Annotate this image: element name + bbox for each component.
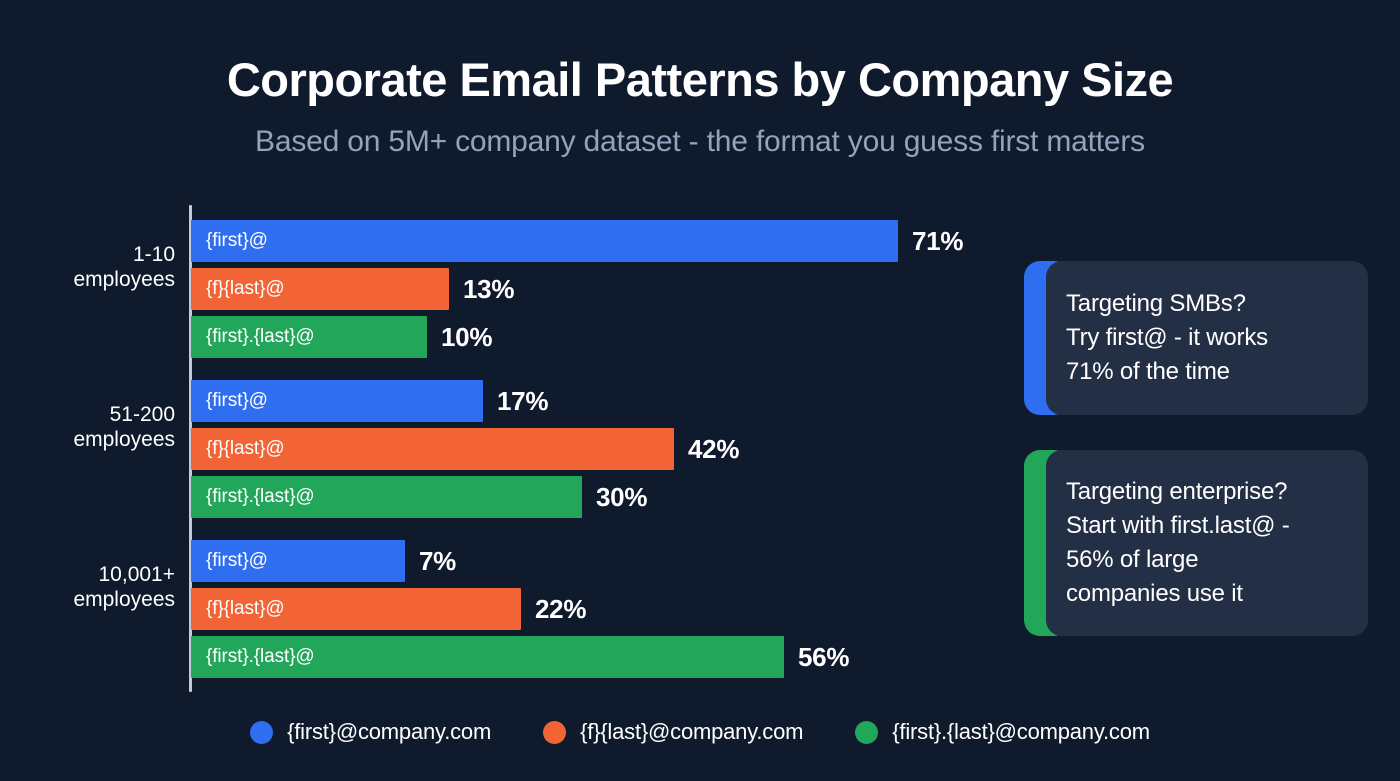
callout-card: Targeting enterprise? Start with first.l… bbox=[1024, 450, 1368, 636]
legend-item[interactable]: {first}.{last}@company.com bbox=[855, 719, 1150, 745]
y-axis-line bbox=[189, 205, 192, 692]
legend-label: {f}{last}@company.com bbox=[580, 719, 804, 744]
bar-value-label: 7% bbox=[419, 545, 456, 576]
chart-legend: {first}@company.com {f}{last}@company.com… bbox=[0, 719, 1400, 745]
legend-swatch-icon bbox=[250, 720, 274, 744]
category-label: 1-10 employees bbox=[73, 243, 175, 291]
bar-inline-label: {first}.{last}@ bbox=[206, 646, 315, 667]
legend-swatch-icon bbox=[543, 720, 567, 744]
bar-inline-label: {first}.{last}@ bbox=[206, 326, 315, 347]
callout-text: Targeting enterprise? Start with first.l… bbox=[1066, 478, 1290, 607]
bar[interactable]: {first}@ bbox=[191, 540, 405, 582]
bar-value-label: 13% bbox=[463, 273, 515, 304]
bar[interactable]: {first}.{last}@ bbox=[191, 316, 427, 358]
bar-row: {f}{last}@ 22% bbox=[191, 588, 1291, 630]
bar-inline-label: {first}@ bbox=[206, 230, 268, 251]
bar[interactable]: {f}{last}@ bbox=[191, 268, 449, 310]
bar[interactable]: {first}@ bbox=[191, 380, 483, 422]
bar-row: {first}.{last}@ 30% bbox=[191, 476, 1291, 518]
bar-row: {first}@ 71% bbox=[191, 220, 1291, 262]
bar-row: {first}.{last}@ 10% bbox=[191, 316, 1291, 358]
bar-value-label: 71% bbox=[912, 225, 964, 256]
callout-body: Targeting SMBs? Try first@ - it works 71… bbox=[1046, 261, 1368, 415]
bar-row: {first}@ 7% bbox=[191, 540, 1291, 582]
callout-text: Targeting SMBs? Try first@ - it works 71… bbox=[1066, 290, 1268, 385]
bar[interactable]: {f}{last}@ bbox=[191, 428, 674, 470]
bar-row: {first}@ 17% bbox=[191, 380, 1291, 422]
category-label: 10,001+ employees bbox=[73, 563, 175, 611]
chart-subtitle: Based on 5M+ company dataset - the forma… bbox=[255, 125, 1145, 158]
bar-inline-label: {first}.{last}@ bbox=[206, 486, 315, 507]
legend-item[interactable]: {f}{last}@company.com bbox=[543, 719, 803, 745]
bar-row: {f}{last}@ 42% bbox=[191, 428, 1291, 470]
bar-value-label: 17% bbox=[497, 385, 549, 416]
bar-inline-label: {f}{last}@ bbox=[206, 438, 285, 459]
bar-value-label: 22% bbox=[535, 593, 587, 624]
callout-body: Targeting enterprise? Start with first.l… bbox=[1046, 450, 1368, 636]
bar[interactable]: {first}@ bbox=[191, 220, 898, 262]
legend-label: {first}@company.com bbox=[287, 719, 492, 744]
bar-value-label: 30% bbox=[596, 481, 648, 512]
bar[interactable]: {first}.{last}@ bbox=[191, 476, 582, 518]
bar-inline-label: {f}{last}@ bbox=[206, 598, 285, 619]
bar-value-label: 42% bbox=[688, 433, 740, 464]
chart-title: Corporate Email Patterns by Company Size bbox=[226, 53, 1174, 106]
bar-value-label: 56% bbox=[798, 641, 850, 672]
bar-inline-label: {first}@ bbox=[206, 550, 268, 571]
bar-inline-label: {f}{last}@ bbox=[206, 278, 285, 299]
bar[interactable]: {f}{last}@ bbox=[191, 588, 521, 630]
category-label: 51-200 employees bbox=[73, 403, 175, 451]
bar-value-label: 10% bbox=[441, 321, 493, 352]
legend-swatch-icon bbox=[855, 720, 879, 744]
bar-row: {f}{last}@ 13% bbox=[191, 268, 1291, 310]
bar-inline-label: {first}@ bbox=[206, 390, 268, 411]
bar[interactable]: {first}.{last}@ bbox=[191, 636, 784, 678]
legend-item[interactable]: {first}@company.com bbox=[250, 719, 491, 745]
callout-card: Targeting SMBs? Try first@ - it works 71… bbox=[1024, 261, 1368, 415]
bar-row: {first}.{last}@ 56% bbox=[191, 636, 1291, 678]
legend-label: {first}.{last}@company.com bbox=[892, 719, 1150, 744]
